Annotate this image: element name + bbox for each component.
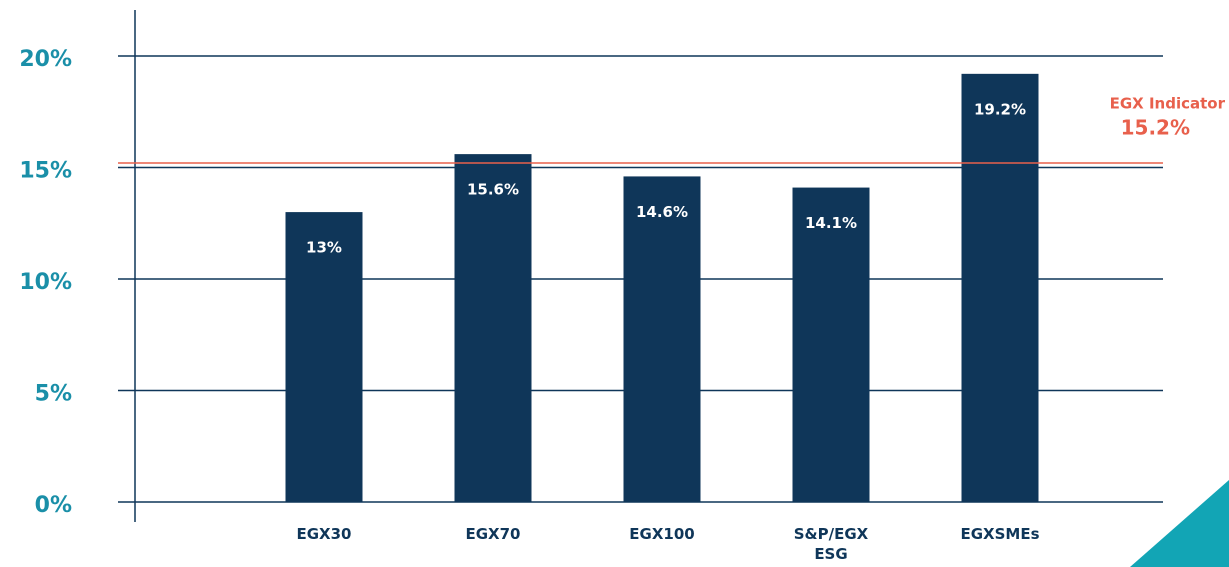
bar: [454, 154, 532, 502]
bar: [792, 187, 870, 502]
x-tick-label: EGX30: [296, 525, 352, 543]
data-label: 13%: [306, 239, 342, 257]
y-tick-label: 15%: [19, 159, 72, 184]
data-label: 15.6%: [467, 181, 519, 199]
reference-value: 15.2%: [1121, 116, 1190, 140]
data-label: 14.6%: [636, 203, 688, 221]
y-tick-label: 10%: [19, 270, 72, 295]
y-tick-label: 5%: [35, 382, 72, 407]
y-tick-label: 0%: [35, 493, 72, 518]
reference-label: EGX Indicator: [1110, 95, 1226, 113]
x-tick-label: EGX70: [465, 525, 521, 543]
bar: [623, 176, 701, 503]
data-label: 14.1%: [805, 214, 857, 232]
x-tick-label: EGXSMEs: [960, 525, 1040, 543]
x-tick-label: S&P/EGX ESG: [793, 525, 869, 563]
bar: [285, 212, 363, 502]
decoration: [1130, 480, 1229, 567]
y-tick-label: 20%: [19, 47, 72, 72]
x-tick-label: EGX100: [629, 525, 695, 543]
bar: [961, 73, 1039, 502]
data-label: 19.2%: [974, 100, 1026, 118]
